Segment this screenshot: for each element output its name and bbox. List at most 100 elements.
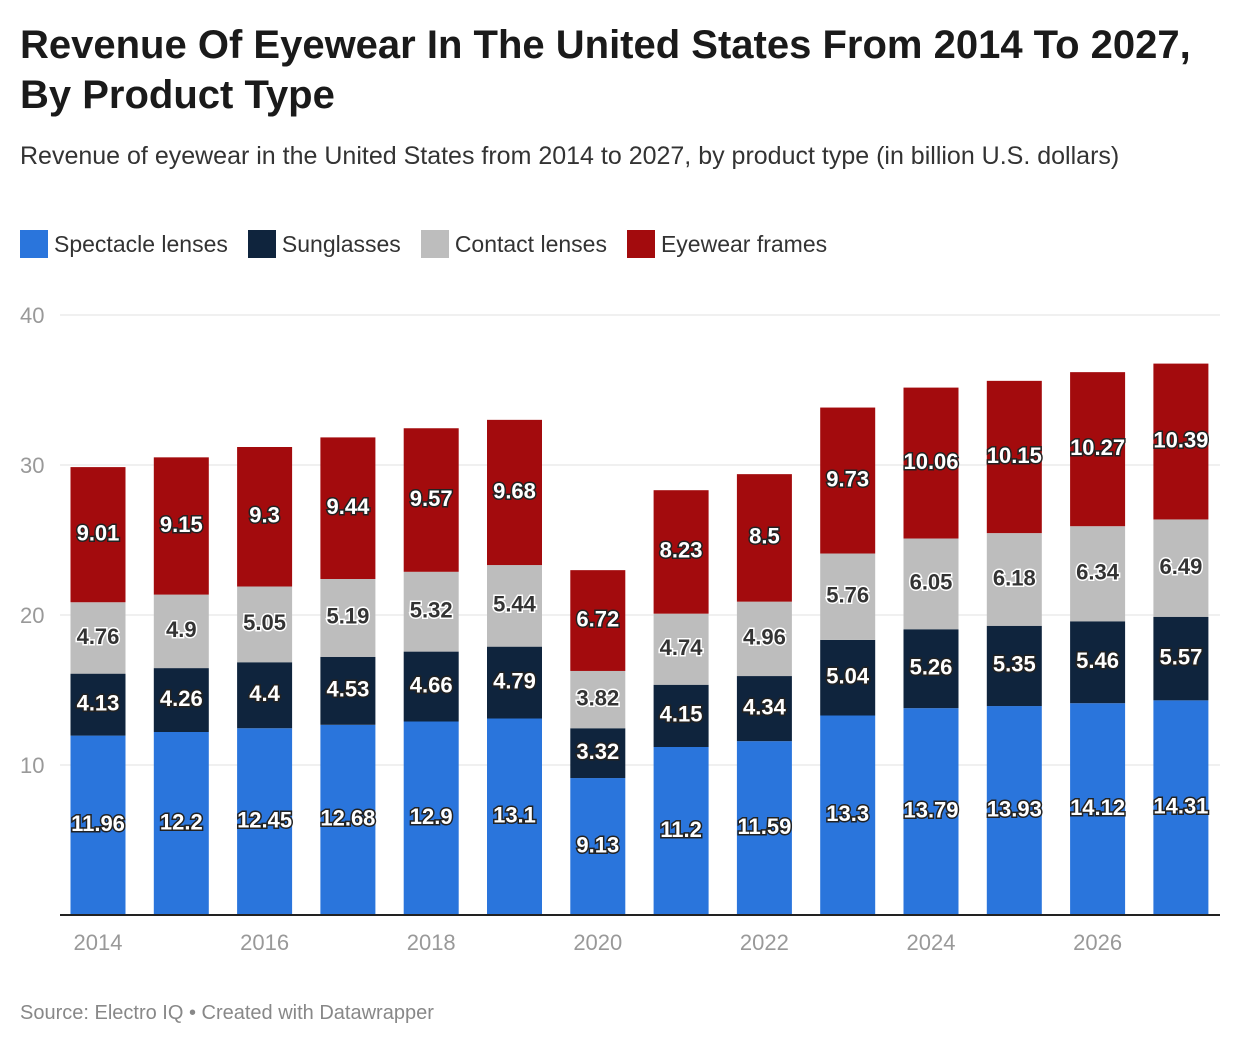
bar-segment (736, 601, 792, 677)
data-label: 4.66 (410, 672, 453, 697)
data-label: 4.76 (77, 624, 120, 649)
bar-segment (986, 625, 1042, 707)
data-label: 11.59 (737, 814, 791, 839)
data-label: 6.34 (1076, 560, 1120, 585)
bar-segment (153, 732, 209, 915)
data-label: 5.44 (493, 592, 537, 617)
legend-swatch (420, 230, 449, 258)
data-label: 4.34 (743, 694, 787, 719)
bar-segment (820, 553, 876, 640)
data-label: 9.44 (326, 494, 370, 519)
x-tick-label: 2016 (240, 930, 289, 955)
data-label: 5.05 (243, 610, 286, 635)
bar-segment (403, 721, 459, 915)
bar-segment (70, 673, 126, 736)
legend-label: Sunglasses (281, 230, 401, 257)
data-label: 5.26 (910, 655, 953, 680)
data-label: 13.79 (903, 797, 958, 822)
bar-segment (487, 565, 542, 647)
bar-segment (903, 538, 959, 630)
data-label: 14.31 (1153, 793, 1208, 818)
data-label: 11.2 (660, 817, 702, 842)
y-tick-label: 30 (20, 453, 44, 478)
data-label: 4.4 (249, 681, 280, 706)
bar-segment (1153, 616, 1209, 701)
bar-segment (70, 467, 126, 603)
data-label: 4.53 (326, 677, 369, 702)
bar-segment (320, 724, 376, 915)
bar-segment (153, 594, 209, 669)
data-label: 4.13 (77, 690, 120, 715)
data-label: 5.32 (410, 598, 453, 623)
data-label: 10.27 (1070, 435, 1125, 460)
data-label: 8.5 (749, 524, 780, 549)
data-label: 5.19 (326, 604, 369, 629)
y-tick-label: 20 (20, 603, 44, 628)
bar-segment (570, 670, 626, 729)
data-label: 9.57 (410, 486, 453, 511)
data-label: 10.15 (987, 443, 1042, 468)
data-label: 6.72 (576, 606, 619, 631)
data-label: 12.68 (320, 806, 375, 831)
legend-item: Contact lenses (420, 230, 607, 258)
bar-segment (1070, 703, 1126, 915)
bar-segment (903, 387, 959, 539)
bar-segment (237, 662, 293, 729)
data-label: 13.93 (987, 796, 1042, 821)
data-label: 14.12 (1070, 795, 1125, 820)
bar-segment (736, 741, 792, 915)
data-label: 9.15 (160, 512, 203, 537)
bar-segment (1070, 621, 1126, 704)
bar-segment (403, 428, 459, 572)
y-tick-label: 10 (20, 753, 44, 778)
data-label: 3.32 (576, 739, 619, 764)
data-label: 12.9 (410, 804, 453, 829)
bar-segment (986, 533, 1042, 626)
bar-segment (1153, 700, 1209, 915)
bar-segment (570, 728, 626, 779)
bar-segment (986, 380, 1042, 534)
data-label: 5.46 (1076, 648, 1119, 673)
bar-segment (320, 579, 376, 657)
bar-segment (153, 668, 209, 732)
legend: Spectacle lenses Sunglasses Contact lenses… (20, 230, 827, 258)
bar-segment (70, 602, 126, 674)
bar-segment (1153, 363, 1209, 520)
bar-segment (570, 778, 626, 915)
legend-swatch (20, 230, 48, 258)
data-label: 9.73 (826, 466, 869, 491)
data-label: 10.39 (1153, 427, 1208, 452)
bar-segment (320, 437, 376, 579)
data-label: 13.1 (493, 803, 536, 828)
bar-segment (487, 718, 542, 915)
data-label: 10.06 (903, 449, 958, 474)
bar-segment (320, 656, 376, 725)
legend-label: Contact lenses (454, 230, 607, 257)
data-label: 4.26 (160, 686, 203, 711)
x-tick-label: 2022 (740, 930, 789, 955)
bar-segment (70, 735, 126, 915)
data-label: 9.3 (249, 503, 280, 528)
bar-segment (487, 646, 542, 719)
data-label: 9.13 (576, 832, 619, 857)
bar-segment (903, 708, 959, 915)
x-tick-label: 2024 (907, 930, 956, 955)
bar-segment (820, 407, 876, 554)
bar-segment (237, 586, 293, 663)
bar-segment (487, 419, 542, 566)
legend-swatch (247, 230, 276, 258)
bar-segment (820, 639, 876, 716)
bar-segment (653, 490, 709, 614)
legend-label: Spectacle lenses (54, 230, 228, 257)
data-label: 9.01 (77, 520, 120, 545)
chart-title: Revenue Of Eyewear In The United States … (20, 23, 1191, 117)
x-tick-label: 2014 (74, 930, 123, 955)
data-label: 12.2 (160, 809, 203, 834)
bar-segment (986, 706, 1042, 915)
data-label: 3.82 (576, 685, 619, 710)
x-tick-label: 2018 (407, 930, 456, 955)
data-label: 12.45 (237, 807, 292, 832)
bar-segment (1070, 526, 1126, 622)
bar-segment (153, 457, 209, 595)
bar-segment (903, 629, 959, 709)
